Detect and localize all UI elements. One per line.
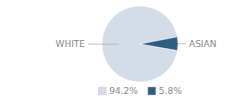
chart: WHITE ASIAN 94.2% 5.8% [0, 0, 240, 100]
slice-label: WHITE [55, 39, 85, 49]
legend-label: 94.2% [109, 86, 138, 96]
slice-label: ASIAN [189, 39, 216, 49]
annotations: WHITE ASIAN [55, 39, 216, 49]
legend-item: 94.2% [98, 86, 138, 96]
legend-label: 5.8% [159, 86, 182, 96]
legend-swatch [98, 87, 106, 95]
leader-line [177, 43, 186, 44]
legend: 94.2% 5.8% [98, 86, 182, 96]
legend-swatch [148, 87, 156, 95]
leader-line [88, 44, 119, 45]
pie-slice [140, 37, 178, 51]
legend-item: 5.8% [148, 86, 182, 96]
